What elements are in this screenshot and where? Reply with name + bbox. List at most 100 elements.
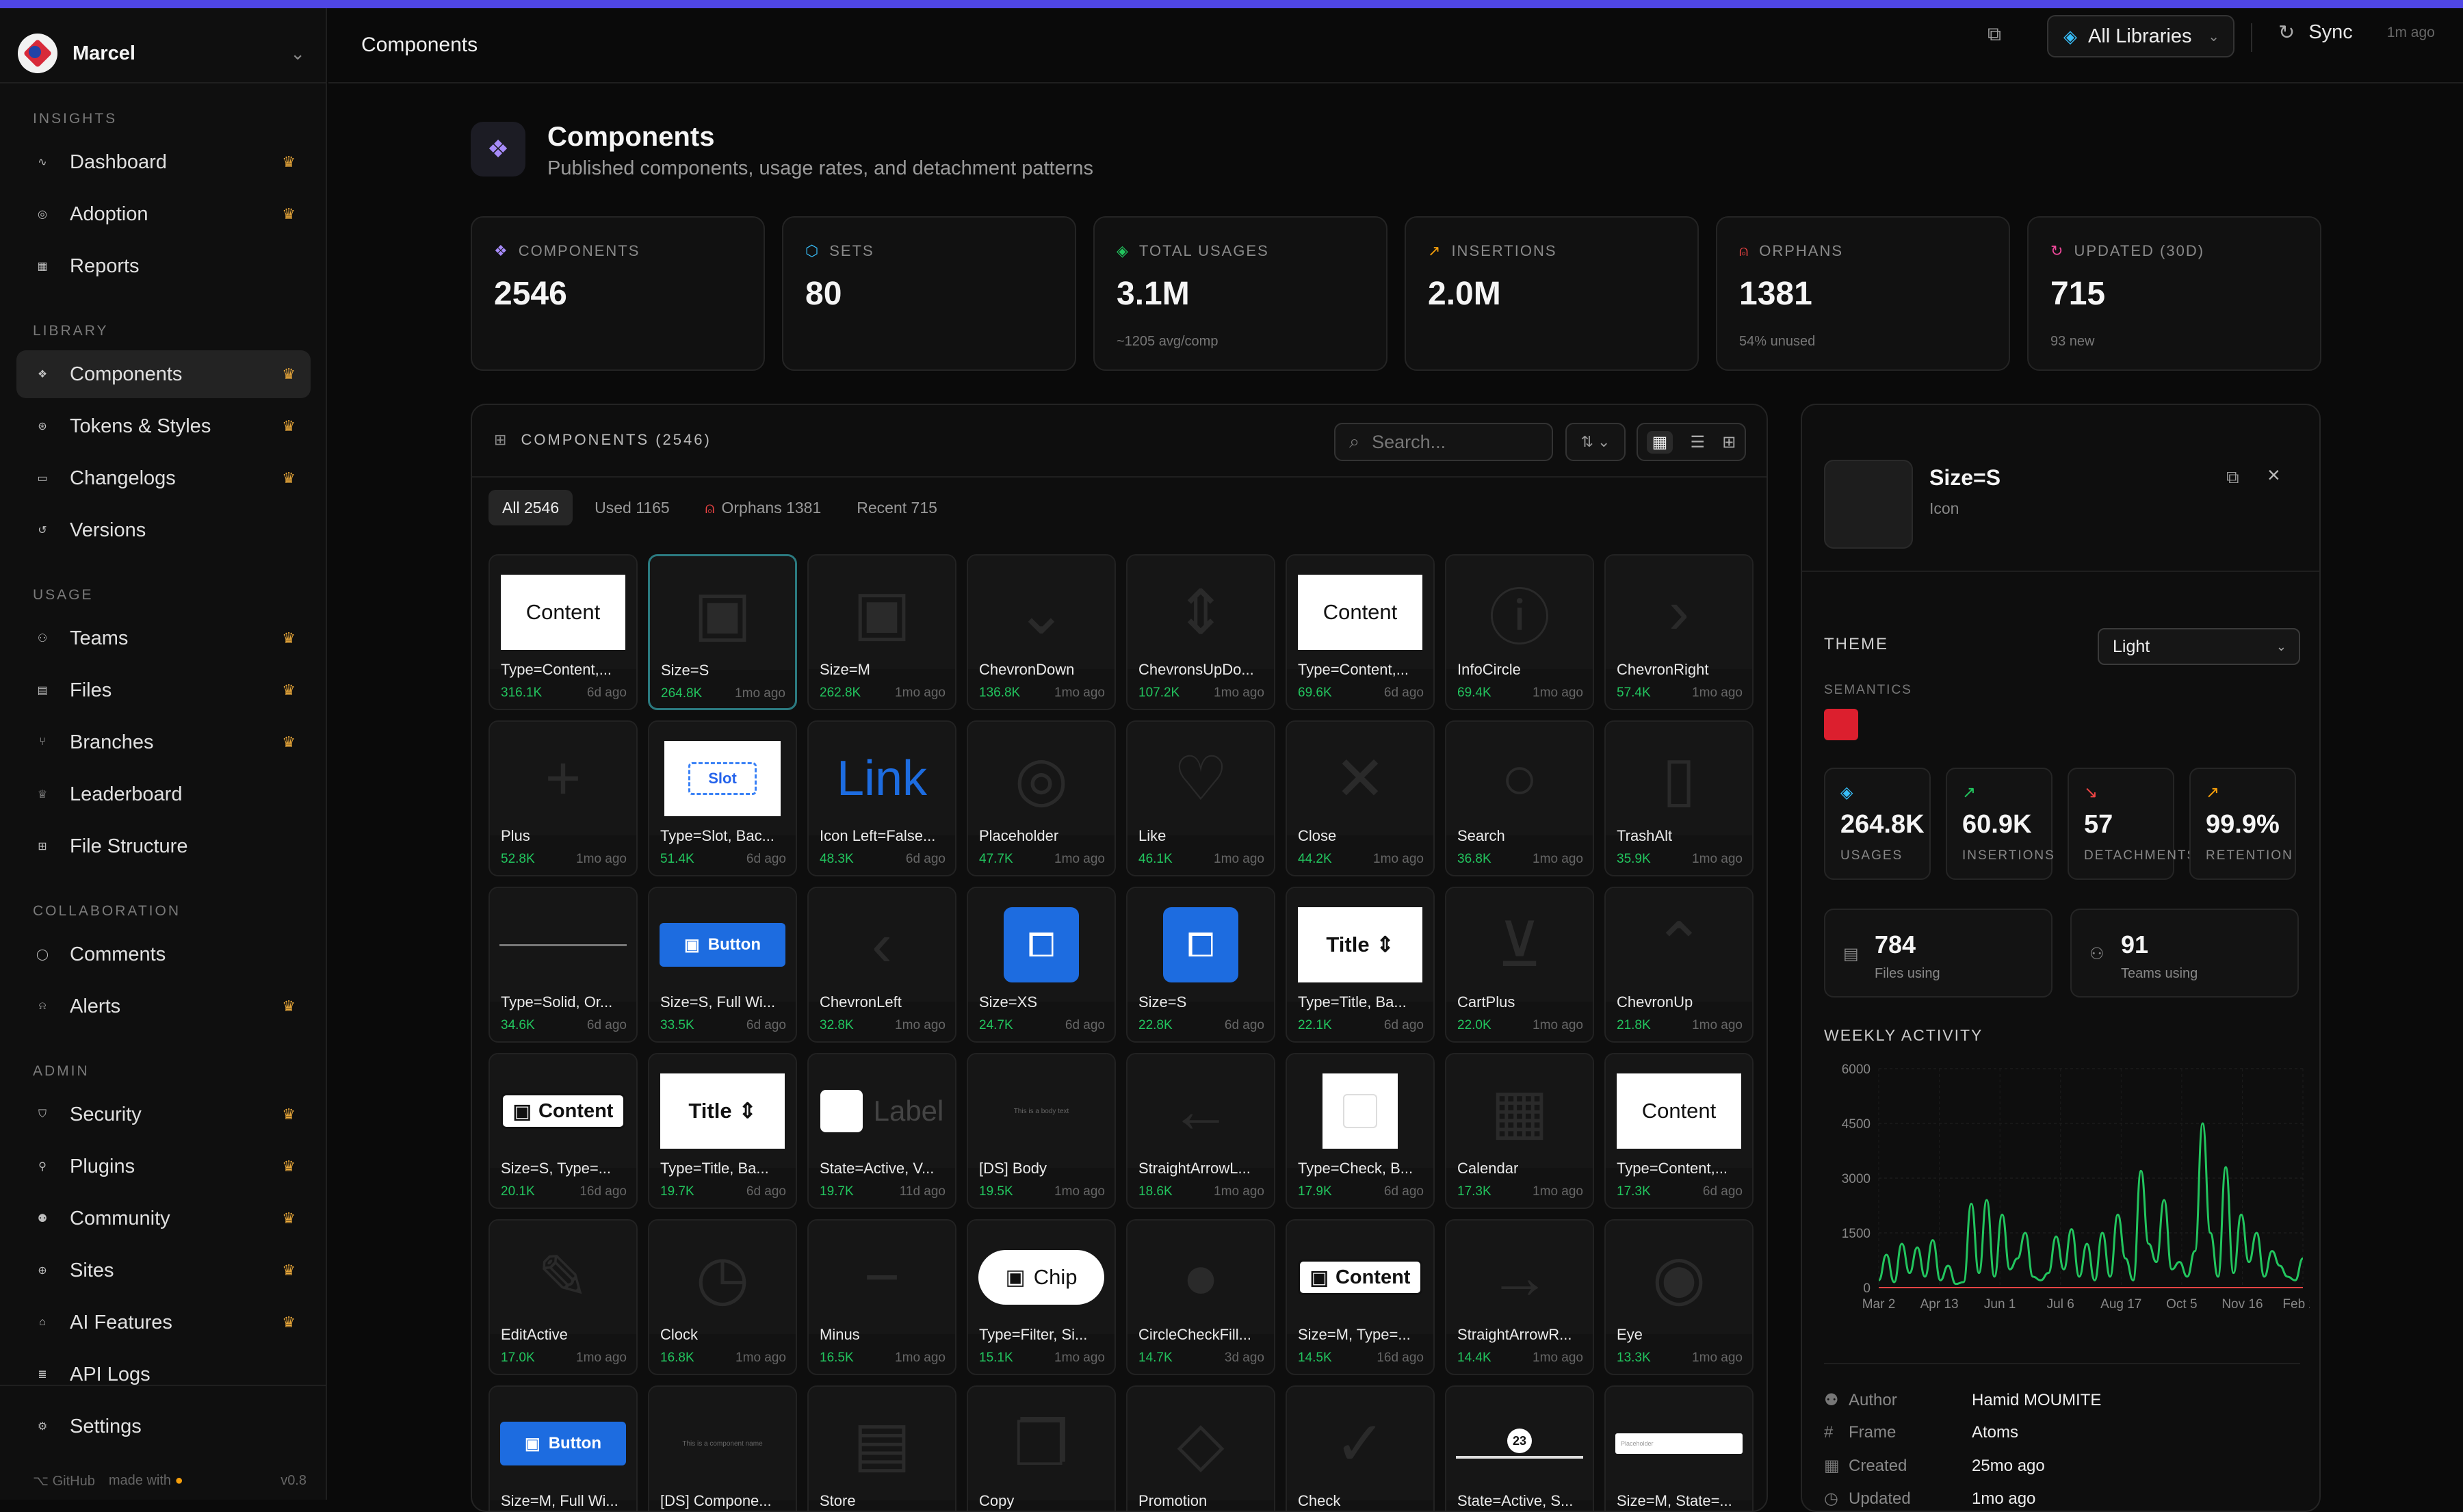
activity-icon: ∿ — [33, 153, 52, 172]
sidebar-item-files[interactable]: ▤Files♛ — [16, 666, 311, 714]
sidebar-item-changelogs[interactable]: ▭Changelogs♛ — [16, 454, 311, 502]
x-tick-label: Oct 5 — [2166, 1297, 2197, 1312]
sidebar-item-dashboard[interactable]: ∿Dashboard♛ — [16, 138, 311, 186]
sidebar-item-label: Versions — [70, 519, 146, 542]
sidebar-item-file-structure[interactable]: ⊞File Structure — [16, 822, 311, 870]
sidebar-item-security[interactable]: ⛉Security♛ — [16, 1091, 311, 1138]
component-preview: − — [809, 1221, 955, 1334]
list-view-icon[interactable]: ☰ — [1691, 432, 1706, 452]
component-updated: 1mo ago — [895, 1018, 946, 1033]
component-name: Size=S, Type=... — [501, 1160, 631, 1177]
sidebar-item-settings[interactable]: ⚙ Settings — [16, 1403, 311, 1450]
search-input[interactable]: ⌕ Search... — [1334, 423, 1553, 461]
component-card[interactable]: ❐Copy — [967, 1385, 1116, 1512]
grid-view-icon[interactable]: ▦ — [1647, 431, 1673, 454]
sync-button[interactable]: ↻ Sync 1m ago — [2278, 21, 2435, 44]
workspace-switcher[interactable]: Marcel ⌄ — [18, 26, 305, 81]
sidebar-item-versions[interactable]: ↺Versions — [16, 506, 311, 554]
library-select[interactable]: ◈ All Libraries ⌄ — [2047, 15, 2234, 57]
sidebar-item-tokens-styles[interactable]: ⊛Tokens & Styles♛ — [16, 402, 311, 450]
sidebar-item-adoption[interactable]: ◎Adoption♛ — [16, 190, 311, 238]
component-card[interactable]: ◇Promotion — [1126, 1385, 1275, 1512]
sidebar-item-reports[interactable]: ▦Reports — [16, 242, 311, 290]
filter-tab[interactable]: All 2546 — [488, 490, 573, 525]
sort-button[interactable]: ⇅ ⌄ — [1565, 423, 1626, 461]
filter-tab[interactable]: ⍝Orphans 1381 — [692, 490, 835, 525]
component-card[interactable]: ▤Store — [807, 1385, 956, 1512]
sidebar-item-plugins[interactable]: ⚲Plugins♛ — [16, 1143, 311, 1190]
component-card[interactable]: ✓Check — [1286, 1385, 1435, 1512]
component-preview: ▤ — [809, 1387, 955, 1500]
external-link-icon[interactable]: ⧉ — [1988, 23, 2015, 51]
filter-tab[interactable]: Recent 715 — [843, 490, 951, 525]
component-preview: ▣Chip — [968, 1221, 1115, 1334]
sidebar-item-community[interactable]: ⚉Community♛ — [16, 1195, 311, 1242]
preview-content-chip: ▣Content — [1298, 1260, 1422, 1295]
layers-icon: ◈ — [1840, 783, 1853, 803]
sidebar-item-branches[interactable]: ⑂Branches♛ — [16, 718, 311, 766]
filter-tab[interactable]: Used 1165 — [581, 490, 683, 525]
sidebar-item-alerts[interactable]: ⍾Alerts♛ — [16, 982, 311, 1030]
sidebar-item-ai-features[interactable]: ⌂AI Features♛ — [16, 1299, 311, 1346]
sidebar-item-leaderboard[interactable]: ♕Leaderboard — [16, 770, 311, 818]
sidebar-item-api-logs[interactable]: ≣API Logs — [16, 1351, 311, 1398]
tree-view-icon[interactable]: ⊞ — [1722, 432, 1736, 452]
sidebar-item-teams[interactable]: ⚇Teams♛ — [16, 614, 311, 662]
theme-select[interactable]: Light ⌄ — [2098, 628, 2300, 665]
sidebar-item-sites[interactable]: ⊕Sites♛ — [16, 1247, 311, 1294]
sidebar-item-comments[interactable]: ◯Comments — [16, 930, 311, 978]
calendar-icon: ▦ — [1824, 1456, 1849, 1476]
external-link-icon[interactable]: ⧉ — [2226, 467, 2239, 488]
sidebar-item-components[interactable]: ❖Components♛ — [16, 350, 311, 398]
close-icon[interactable]: × — [2267, 462, 2280, 488]
component-glyph-icon: ◎ — [1015, 743, 1069, 815]
semantic-color-swatch[interactable] — [1824, 709, 1858, 740]
component-card[interactable]: This is a component name[DS] Compone... — [648, 1385, 797, 1512]
github-link[interactable]: ⌥ GitHub — [33, 1472, 95, 1489]
